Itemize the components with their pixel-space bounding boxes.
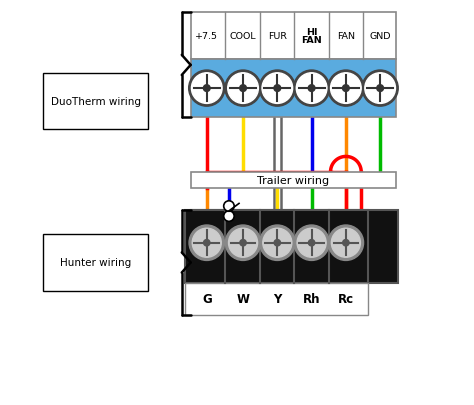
Circle shape	[260, 226, 295, 261]
Text: GND: GND	[369, 32, 391, 41]
Circle shape	[297, 229, 326, 258]
Circle shape	[225, 71, 261, 107]
Circle shape	[309, 240, 315, 246]
Circle shape	[262, 74, 292, 104]
Circle shape	[224, 201, 234, 212]
FancyBboxPatch shape	[191, 13, 396, 60]
FancyBboxPatch shape	[191, 211, 398, 283]
Circle shape	[228, 74, 258, 104]
Circle shape	[343, 85, 349, 92]
Circle shape	[189, 71, 225, 107]
Circle shape	[240, 85, 246, 92]
Circle shape	[259, 71, 295, 107]
Text: Trailer wiring: Trailer wiring	[257, 175, 329, 185]
Text: HI
FAN: HI FAN	[301, 28, 322, 45]
Circle shape	[330, 74, 361, 104]
FancyBboxPatch shape	[184, 211, 368, 283]
Circle shape	[224, 211, 234, 222]
Circle shape	[228, 229, 257, 258]
Text: DuoTherm wiring: DuoTherm wiring	[51, 97, 141, 107]
Text: Rc: Rc	[338, 292, 354, 305]
Circle shape	[192, 229, 221, 258]
FancyBboxPatch shape	[44, 234, 148, 291]
Circle shape	[362, 71, 398, 107]
Circle shape	[365, 74, 395, 104]
Circle shape	[203, 85, 210, 92]
Text: W: W	[237, 292, 249, 305]
FancyBboxPatch shape	[184, 283, 368, 315]
Text: Rh: Rh	[303, 292, 320, 305]
Circle shape	[263, 229, 292, 258]
Circle shape	[274, 240, 281, 246]
Text: Y: Y	[273, 292, 282, 305]
FancyBboxPatch shape	[191, 60, 396, 118]
Circle shape	[377, 85, 383, 92]
Text: G: G	[202, 292, 211, 305]
Circle shape	[225, 226, 261, 261]
Circle shape	[308, 85, 315, 92]
Circle shape	[191, 74, 222, 104]
Circle shape	[293, 71, 330, 107]
Circle shape	[296, 74, 327, 104]
Circle shape	[189, 226, 225, 261]
FancyBboxPatch shape	[191, 173, 396, 188]
Text: FUR: FUR	[268, 32, 287, 41]
Circle shape	[274, 85, 281, 92]
Text: COOL: COOL	[230, 32, 256, 41]
Text: FAN: FAN	[337, 32, 355, 41]
Circle shape	[343, 240, 349, 246]
Circle shape	[240, 240, 246, 246]
Circle shape	[328, 71, 364, 107]
Text: Hunter wiring: Hunter wiring	[60, 258, 131, 268]
Circle shape	[328, 226, 364, 261]
FancyBboxPatch shape	[44, 74, 148, 130]
Circle shape	[331, 229, 360, 258]
Circle shape	[294, 226, 329, 261]
Circle shape	[203, 240, 210, 246]
Text: +7.5: +7.5	[195, 32, 218, 41]
